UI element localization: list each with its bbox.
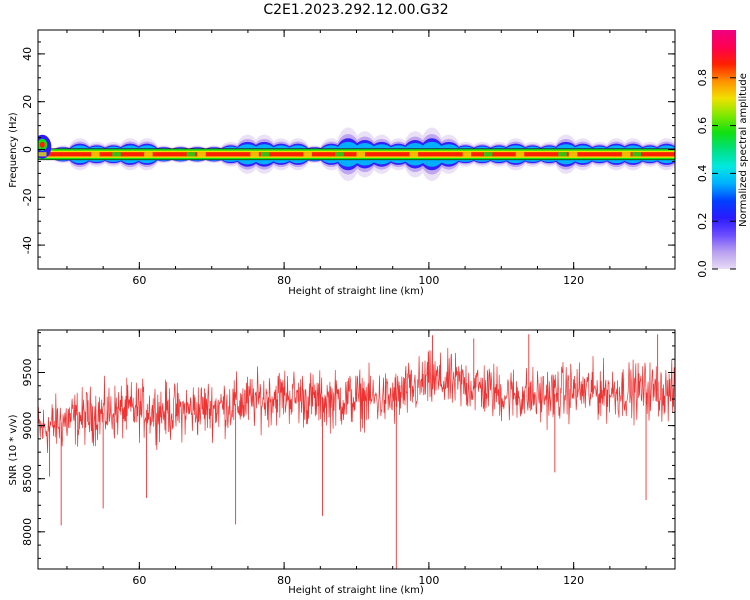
- spectrogram-band-speckle: [462, 152, 472, 157]
- colorbar-tick-label: 0.6: [696, 117, 709, 135]
- spectrogram-band-speckle: [260, 152, 270, 157]
- colorbar-label: Normalized spectral amplitude: [738, 73, 749, 227]
- colorbar-tick-label: 0.0: [696, 260, 709, 278]
- spectrogram-panel: 60 80 100 120 -40 -20 0 20 40 Height of straight…: [8, 29, 676, 297]
- x-tick-label: 80: [277, 274, 291, 287]
- y-tick-label: 20: [21, 95, 34, 109]
- spectrogram-band-speckle: [335, 152, 344, 157]
- spectrogram-band-speckle: [558, 152, 567, 157]
- spectrogram-ylabel: Frequency (Hz): [8, 112, 19, 188]
- spectrogram-band-speckle: [144, 152, 153, 157]
- snr-panel: 60 80 100 120 8000 8500 9000 9500 Height of str…: [8, 329, 676, 596]
- spectrogram-axes: 60 80 100 120 -40 -20 0 20 40: [21, 29, 675, 287]
- snr-series-line: [38, 347, 675, 454]
- spectrogram-band-speckle: [250, 152, 259, 157]
- colorbar-gradient: [712, 30, 736, 269]
- spectrogram-xlabel: Height of straight line (km): [288, 286, 424, 297]
- spectrogram-band-speckle: [38, 152, 47, 157]
- y-tick-label: -20: [21, 188, 34, 206]
- x-tick-label: 100: [418, 574, 439, 587]
- x-tick-label: 60: [132, 574, 146, 587]
- y-tick-label: 0: [21, 146, 34, 153]
- colorbar-tick-label: 0.4: [696, 165, 709, 183]
- spectrogram-band-speckle: [568, 152, 578, 157]
- spectrogram-band-speckle: [303, 152, 312, 157]
- colorbar-tick-label: 0.8: [696, 69, 709, 87]
- snr-axes: 60 80 100 120 8000 8500 9000 9500: [21, 330, 675, 587]
- x-tick-label: 80: [277, 574, 291, 587]
- snr-spikes: [49, 334, 659, 569]
- y-tick-label: -40: [21, 236, 34, 254]
- colorbar: 0.0 0.2 0.4 0.6 0.8 Normalized spectral ampl…: [696, 30, 749, 278]
- colorbar-ticks: 0.0 0.2 0.4 0.6 0.8: [696, 69, 736, 278]
- spectrogram-tone-blob: [39, 141, 45, 148]
- spectrogram-heatmap: [38, 127, 675, 182]
- snr-xlabel: Height of straight line (km): [288, 585, 424, 596]
- spectrogram-band-speckle: [112, 152, 121, 157]
- spectrogram-band-speckle: [197, 152, 206, 157]
- spectrogram-band-speckle: [515, 152, 525, 157]
- y-tick-label: 8500: [21, 465, 34, 493]
- y-tick-label: 8000: [21, 518, 34, 546]
- y-tick-label: 9000: [21, 412, 34, 440]
- spectrogram-band-speckle: [632, 152, 642, 157]
- snr-ylabel: SNR (10 * v/v): [8, 414, 19, 485]
- spectrogram-band-speckle: [483, 152, 493, 157]
- chart-title: C2E1.2023.292.12.00.G32: [263, 2, 448, 18]
- x-tick-label: 120: [563, 274, 584, 287]
- spectrogram-band-speckle: [186, 152, 196, 157]
- x-tick-label: 120: [563, 574, 584, 587]
- spectrogram-band-speckle: [621, 152, 631, 157]
- spectrogram-band-speckle: [356, 152, 365, 157]
- y-tick-label: 40: [21, 47, 34, 61]
- x-tick-label: 100: [418, 274, 439, 287]
- y-tick-label: 9500: [21, 358, 34, 386]
- colorbar-tick-label: 0.2: [696, 212, 709, 230]
- spectrogram-band-speckle: [91, 152, 100, 157]
- spectrogram-band-speckle: [409, 152, 419, 157]
- x-tick-label: 60: [132, 274, 146, 287]
